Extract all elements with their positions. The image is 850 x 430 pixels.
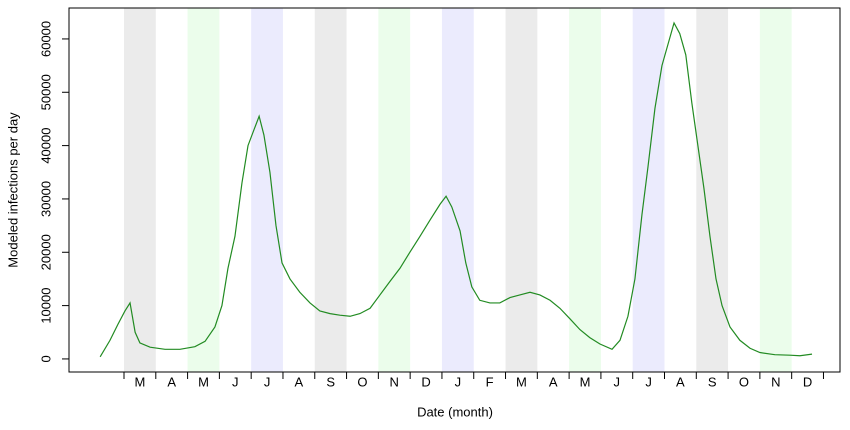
x-tick-label: O (739, 374, 749, 389)
month-band (632, 8, 665, 372)
x-tick-label: N (390, 374, 399, 389)
month-band (441, 8, 474, 372)
x-tick-label: S (326, 374, 335, 389)
x-tick-label: J (614, 374, 621, 389)
x-tick-label: A (676, 374, 685, 389)
x-tick-label: S (708, 374, 717, 389)
x-tick-label: D (421, 374, 430, 389)
x-tick-label: N (771, 374, 780, 389)
x-tick-label: A (549, 374, 558, 389)
y-tick-label: 10000 (38, 288, 53, 324)
x-tick-label: J (232, 374, 239, 389)
month-band (696, 8, 729, 372)
month-band (251, 8, 283, 372)
x-tick-label: A (295, 374, 304, 389)
x-tick-label: J (645, 374, 652, 389)
month-band (187, 8, 220, 372)
x-tick-label: D (803, 374, 812, 389)
y-tick-label: 20000 (38, 234, 53, 270)
plot-frame (68, 7, 841, 373)
x-tick-label: M (198, 374, 209, 389)
y-tick-label: 0 (38, 355, 53, 362)
month-band (314, 8, 347, 372)
x-tick-label: J (455, 374, 462, 389)
month-band (759, 8, 792, 372)
x-tick-label: J (264, 374, 271, 389)
y-tick-label: 40000 (38, 128, 53, 164)
x-axis-label: Date (month) (417, 404, 493, 419)
x-tick-label: O (357, 374, 367, 389)
y-tick-label: 60000 (38, 21, 53, 57)
y-tick-label: 30000 (38, 181, 53, 217)
x-tick-label: M (516, 374, 527, 389)
month-band (505, 8, 538, 372)
month-band (378, 8, 411, 372)
y-axis-label: Modeled infections per day (5, 112, 20, 268)
y-tick-label: 50000 (38, 74, 53, 110)
x-tick-label: M (580, 374, 591, 389)
month-band (124, 8, 156, 372)
data-line (99, 21, 813, 358)
x-tick-label: M (134, 374, 145, 389)
month-band (569, 8, 601, 372)
x-tick-label: A (167, 374, 176, 389)
x-tick-label: F (486, 374, 494, 389)
